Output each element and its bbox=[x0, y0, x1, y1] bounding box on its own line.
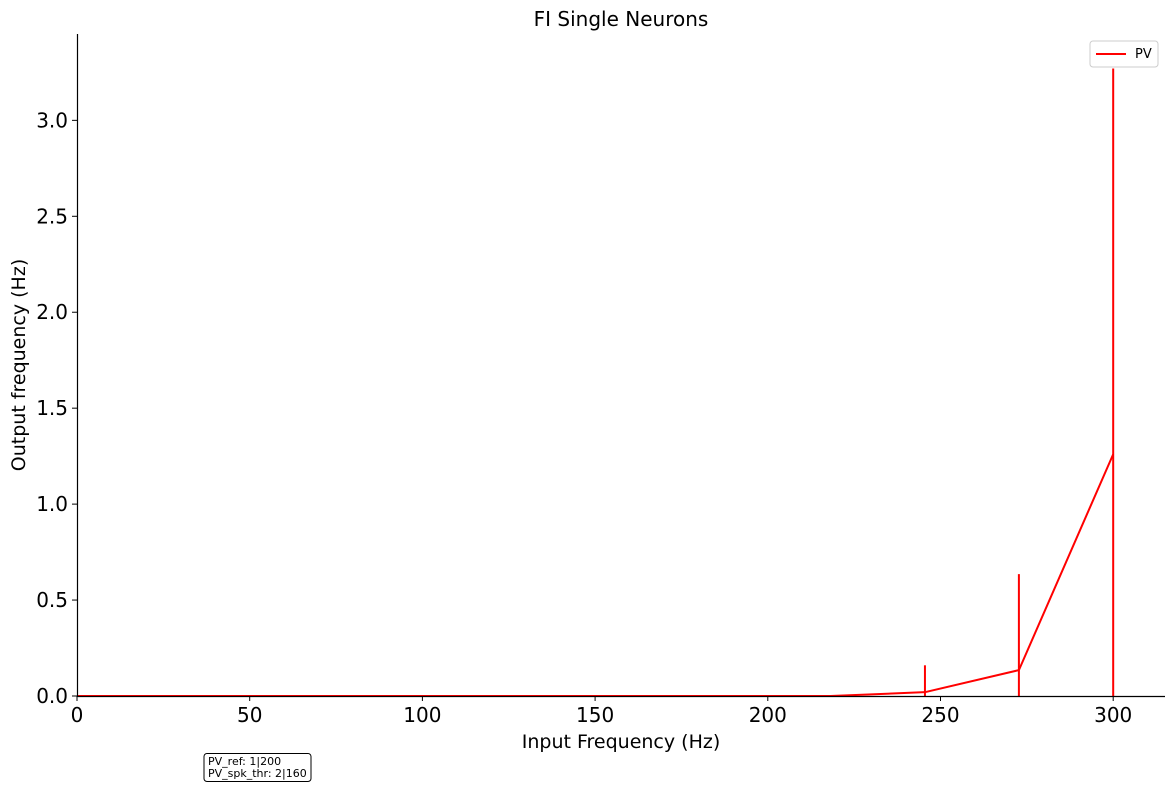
x-tick-label: 50 bbox=[237, 703, 262, 727]
annotation-line-2: PV_spk_thr: 2|160 bbox=[208, 767, 307, 780]
y-axis-label: Output frequency (Hz) bbox=[8, 259, 30, 471]
x-tick-label: 250 bbox=[921, 703, 959, 727]
legend: PV bbox=[1089, 40, 1159, 68]
x-tick-label: 150 bbox=[576, 703, 614, 727]
y-ticks: 0.0 0.5 1.0 1.5 2.0 2.5 3.0 bbox=[36, 108, 77, 708]
x-tick-label: 300 bbox=[1094, 703, 1132, 727]
annotation-line-1: PV_ref: 1|200 bbox=[208, 755, 281, 768]
y-tick-label: 3.0 bbox=[36, 108, 68, 132]
y-tick-label: 2.0 bbox=[36, 300, 68, 324]
parameter-annotation: PV_ref: 1|200 PV_spk_thr: 2|160 bbox=[203, 753, 312, 782]
annotation-box bbox=[203, 753, 312, 782]
x-tick-label: 200 bbox=[749, 703, 787, 727]
x-tick-label: 100 bbox=[403, 703, 441, 727]
x-axis-label: Input Frequency (Hz) bbox=[522, 731, 721, 753]
y-tick-label: 0.5 bbox=[36, 588, 68, 612]
plot-area bbox=[77, 68, 1115, 697]
series-line-pv bbox=[77, 453, 1115, 697]
y-tick-label: 1.5 bbox=[36, 396, 68, 420]
y-tick-label: 1.0 bbox=[36, 492, 68, 516]
y-tick-label: 0.0 bbox=[36, 684, 68, 708]
x-ticks: 0 50 100 150 200 250 300 bbox=[71, 696, 1132, 727]
chart-title: FI Single Neurons bbox=[534, 7, 709, 31]
legend-label-pv: PV bbox=[1135, 47, 1152, 62]
x-tick-label: 0 bbox=[71, 703, 84, 727]
y-tick-label: 2.5 bbox=[36, 204, 68, 228]
